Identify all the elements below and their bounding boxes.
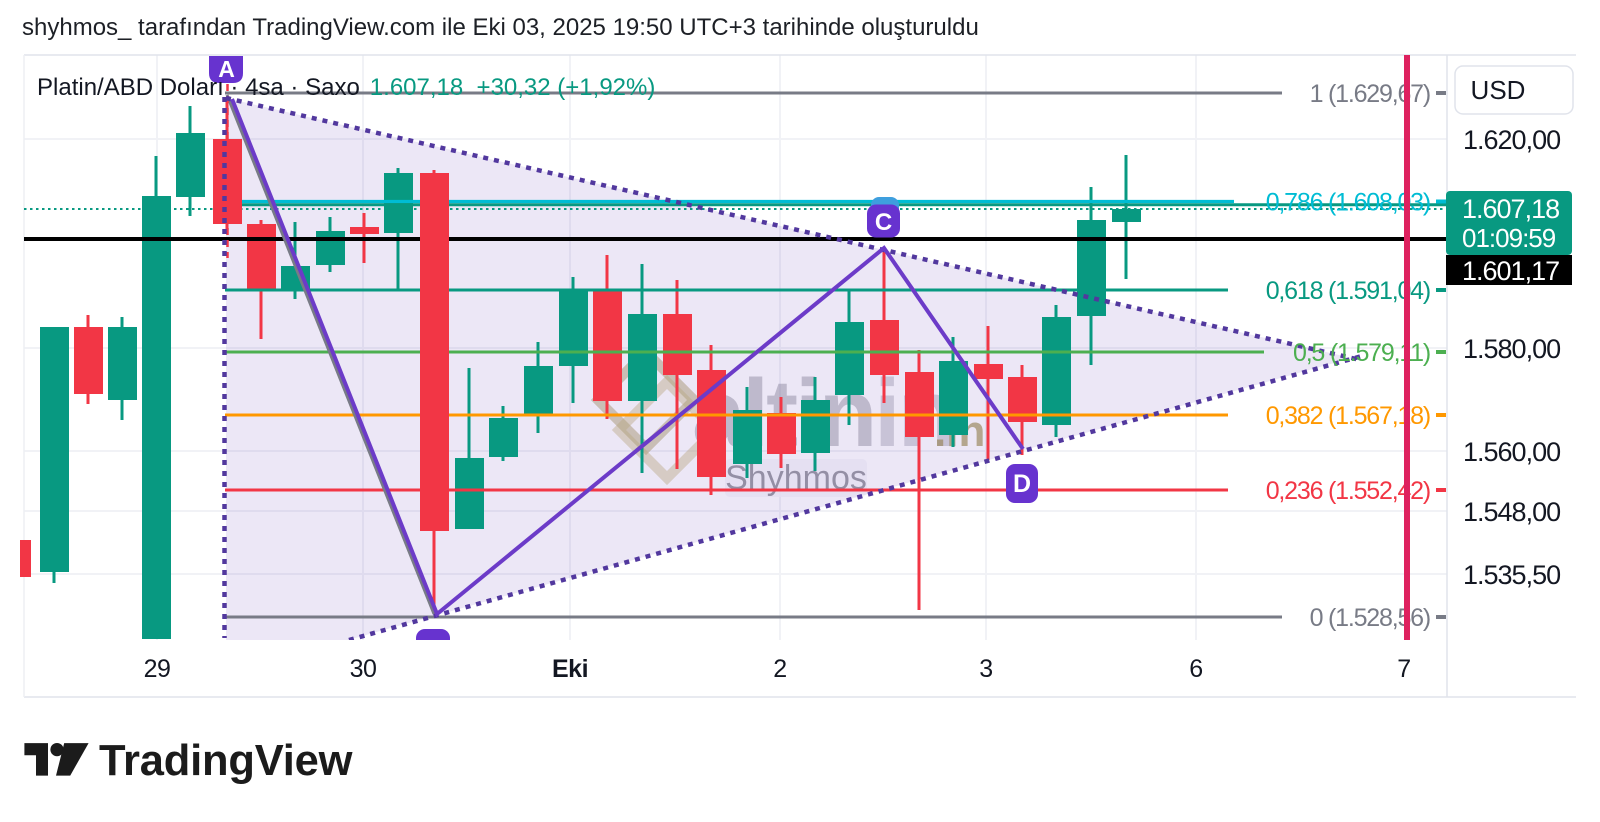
svg-text:01:09:59: 01:09:59: [1462, 223, 1556, 253]
svg-text:TradingView: TradingView: [99, 737, 353, 785]
svg-text:29: 29: [144, 655, 171, 683]
svg-text:0,236 (1.552,42): 0,236 (1.552,42): [1266, 477, 1430, 505]
svg-text:USD: USD: [1471, 75, 1526, 105]
svg-text:1.607,18: 1.607,18: [1462, 194, 1559, 224]
svg-text:7: 7: [1397, 655, 1410, 683]
svg-text:C: C: [875, 209, 892, 236]
svg-text:1.560,00: 1.560,00: [1463, 437, 1560, 467]
svg-text:Eki: Eki: [552, 655, 588, 683]
svg-text:0,618 (1.591,04): 0,618 (1.591,04): [1266, 277, 1430, 305]
svg-text:1.580,00: 1.580,00: [1463, 334, 1560, 364]
svg-text:1.620,00: 1.620,00: [1463, 125, 1560, 155]
svg-text:0 (1.528,56): 0 (1.528,56): [1310, 604, 1430, 632]
svg-text:D: D: [1013, 470, 1031, 498]
svg-text:1.535,50: 1.535,50: [1463, 560, 1560, 590]
svg-text:3: 3: [979, 655, 992, 683]
svg-text:A: A: [218, 56, 235, 82]
svg-text:0,786 (1.608,03): 0,786 (1.608,03): [1266, 189, 1430, 217]
svg-text:1.601,17: 1.601,17: [1462, 256, 1559, 286]
svg-text:6: 6: [1189, 655, 1202, 683]
svg-text:30: 30: [350, 655, 377, 683]
svg-text:2: 2: [773, 655, 786, 683]
svg-text:0,382 (1.567,18): 0,382 (1.567,18): [1266, 402, 1430, 430]
svg-text:1.548,00: 1.548,00: [1463, 497, 1560, 527]
svg-text:1 (1.629,67): 1 (1.629,67): [1310, 80, 1430, 108]
